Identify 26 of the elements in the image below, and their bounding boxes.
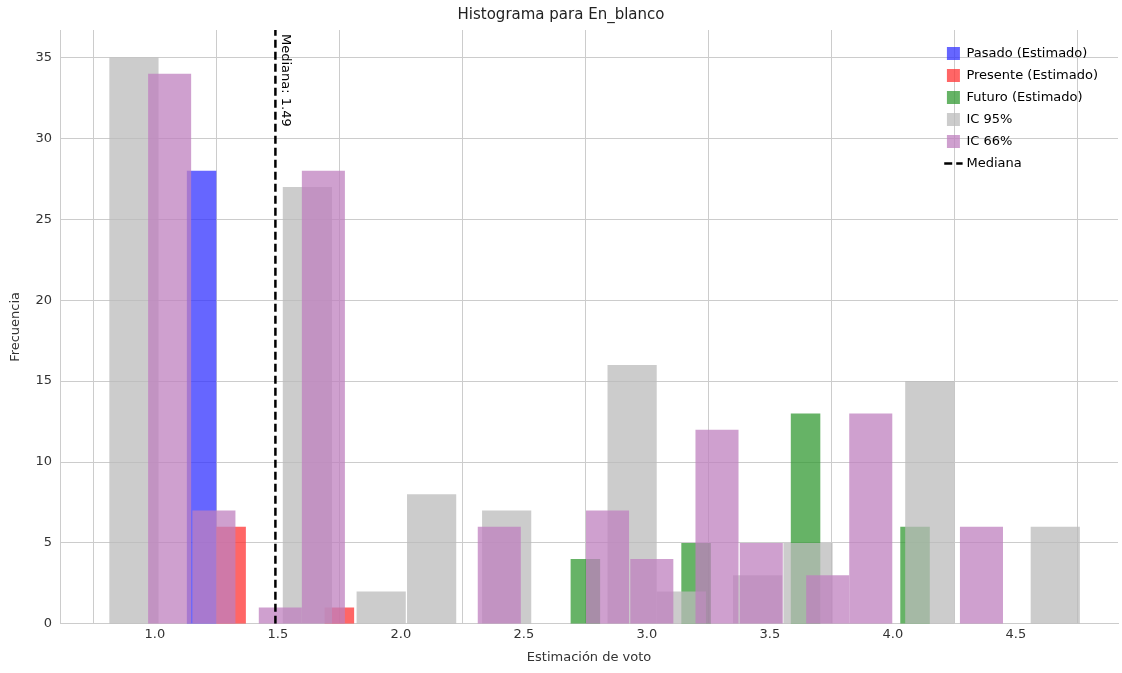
x-tick-label: 2.0 [390, 625, 412, 641]
y-tick-label: 35 [35, 48, 53, 64]
x-axis-title: Estimación de voto [526, 648, 652, 664]
y-tick-label: 5 [43, 534, 53, 550]
x-tick-label: 1.0 [144, 625, 166, 641]
annotation: Mediana: 1.49 [278, 34, 294, 127]
legend-label: IC 95% [966, 110, 1013, 126]
x-tick-label: 4.0 [882, 625, 904, 641]
legend-label: Pasado (Estimado) [966, 44, 1088, 60]
y-tick-label: 10 [35, 453, 53, 469]
x-tick-label: 2.5 [513, 625, 535, 641]
y-tick-label: 20 [35, 291, 53, 307]
x-tick-label: 3.5 [759, 625, 781, 641]
x-tick-label: 4.5 [1005, 625, 1027, 641]
y-tick-label: 30 [35, 129, 53, 145]
y-tick-label: 25 [35, 210, 53, 226]
y-axis-title: Frecuencia [7, 291, 23, 362]
legend-label: Presente (Estimado) [966, 66, 1099, 82]
legend-label: Mediana [966, 154, 1022, 170]
chart-title: Histograma para En_blanco [457, 4, 665, 24]
x-tick-label: 1.5 [267, 625, 289, 641]
legend-label: Futuro (Estimado) [966, 88, 1083, 104]
x-tick-label: 3.0 [636, 625, 658, 641]
y-tick-label: 0 [43, 615, 53, 631]
y-tick-label: 15 [35, 372, 53, 388]
legend-label: IC 66% [966, 132, 1013, 148]
